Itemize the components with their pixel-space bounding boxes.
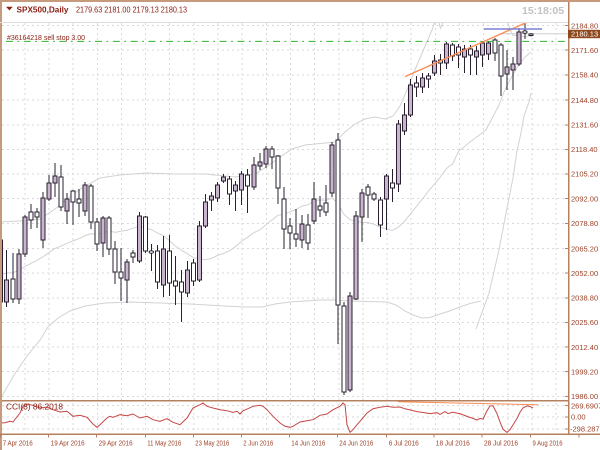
svg-text:2171.60: 2171.60 — [571, 46, 598, 55]
svg-text:2025.60: 2025.60 — [571, 318, 598, 327]
svg-text:23 May 2016: 23 May 2016 — [195, 439, 229, 448]
svg-text:29 Apr 2016: 29 Apr 2016 — [99, 439, 133, 448]
svg-text:7 Apr 2016: 7 Apr 2016 — [3, 439, 33, 448]
svg-text:2180.13: 2180.13 — [571, 30, 598, 39]
svg-text:2092.00: 2092.00 — [571, 194, 598, 203]
svg-text:11 May 2016: 11 May 2016 — [147, 439, 181, 448]
svg-text:24 Jun 2016: 24 Jun 2016 — [339, 439, 373, 448]
svg-text:2105.20: 2105.20 — [571, 170, 598, 179]
svg-text:2158.40: 2158.40 — [571, 71, 598, 80]
svg-text:0.00: 0.00 — [571, 413, 586, 422]
svg-text:2078.80: 2078.80 — [571, 219, 598, 228]
svg-text:2179.63 2181.00 2179.13 2180.1: 2179.63 2181.00 2179.13 2180.13 — [76, 5, 187, 14]
svg-text:15:18:05: 15:18:05 — [522, 5, 564, 17]
svg-text:1999.20: 1999.20 — [571, 367, 598, 376]
svg-text:2118.40: 2118.40 — [571, 145, 598, 154]
svg-text:2131.60: 2131.60 — [571, 121, 598, 130]
svg-text:2012.40: 2012.40 — [571, 343, 598, 352]
svg-text:2184.80: 2184.80 — [571, 21, 598, 30]
svg-text:SPX500,Daily: SPX500,Daily — [17, 5, 70, 14]
svg-text:28 Jul 2016: 28 Jul 2016 — [484, 439, 518, 448]
svg-text:2144.80: 2144.80 — [571, 96, 598, 105]
svg-text:2038.80: 2038.80 — [571, 294, 598, 303]
svg-text:6 Jul 2016: 6 Jul 2016 — [389, 439, 419, 448]
svg-text:269.6907: 269.6907 — [571, 401, 600, 410]
svg-text:9 Aug 2016: 9 Aug 2016 — [533, 439, 563, 448]
svg-text:14 Jun 2016: 14 Jun 2016 — [291, 439, 325, 448]
svg-text:2052.00: 2052.00 — [571, 269, 598, 278]
svg-text:2 Jun 2016: 2 Jun 2016 — [243, 439, 273, 448]
svg-text:19 Apr 2016: 19 Apr 2016 — [51, 439, 85, 448]
svg-text:#36164218 sell stop 3.00: #36164218 sell stop 3.00 — [7, 33, 85, 42]
svg-text:CCI(8) 86.2018: CCI(8) 86.2018 — [6, 403, 64, 412]
svg-text:2065.20: 2065.20 — [571, 244, 598, 253]
svg-text:1986.00: 1986.00 — [571, 392, 598, 401]
svg-text:18 Jul 2016: 18 Jul 2016 — [436, 439, 470, 448]
